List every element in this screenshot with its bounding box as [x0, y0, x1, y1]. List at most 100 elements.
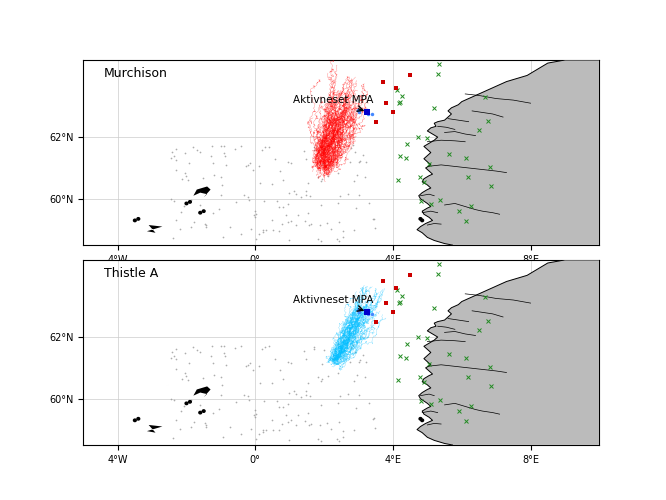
- Point: [364, 199, 374, 207]
- Point: [183, 176, 194, 184]
- Point: [333, 218, 344, 226]
- Circle shape: [421, 419, 424, 422]
- Point: [335, 392, 346, 400]
- Point: [255, 180, 266, 188]
- Point: [292, 211, 303, 219]
- Point: [360, 358, 371, 366]
- Point: [213, 204, 224, 212]
- Point: [316, 436, 327, 444]
- Point: [309, 142, 320, 150]
- Point: [368, 214, 379, 222]
- Point: [166, 148, 177, 156]
- Point: [201, 220, 212, 228]
- Point: [284, 436, 294, 444]
- Point: [194, 148, 205, 156]
- Point: [322, 372, 333, 380]
- Point: [332, 140, 343, 148]
- Point: [167, 234, 178, 242]
- Point: [175, 426, 186, 434]
- Circle shape: [421, 219, 424, 222]
- Point: [169, 152, 180, 160]
- Point: [342, 390, 353, 398]
- Point: [170, 156, 181, 164]
- Point: [276, 220, 287, 228]
- Point: [278, 403, 288, 411]
- Point: [338, 427, 348, 435]
- Point: [300, 416, 311, 424]
- Point: [300, 217, 311, 225]
- Polygon shape: [193, 386, 210, 397]
- Point: [188, 418, 199, 426]
- Point: [258, 428, 268, 436]
- Point: [368, 414, 379, 422]
- Point: [355, 156, 366, 164]
- Polygon shape: [147, 425, 163, 432]
- Point: [241, 162, 252, 170]
- Point: [360, 373, 370, 381]
- Point: [358, 352, 369, 360]
- Point: [354, 358, 364, 366]
- Point: [258, 426, 268, 434]
- Point: [283, 358, 294, 366]
- Circle shape: [188, 400, 191, 403]
- Point: [208, 370, 219, 378]
- Polygon shape: [147, 225, 163, 233]
- Point: [322, 172, 333, 180]
- Point: [358, 152, 369, 160]
- Point: [184, 358, 194, 366]
- Point: [263, 342, 274, 350]
- Point: [322, 419, 332, 427]
- Point: [206, 142, 217, 150]
- Point: [260, 426, 271, 434]
- Point: [219, 342, 230, 350]
- Point: [180, 372, 191, 380]
- Point: [370, 424, 381, 432]
- Point: [213, 404, 224, 412]
- Point: [272, 198, 282, 205]
- Point: [344, 158, 355, 166]
- Point: [230, 144, 240, 152]
- Polygon shape: [417, 60, 599, 245]
- Point: [267, 226, 278, 234]
- Point: [251, 435, 262, 443]
- Point: [352, 371, 362, 379]
- Point: [286, 216, 297, 224]
- Point: [254, 362, 264, 370]
- Point: [176, 176, 187, 184]
- Point: [246, 425, 256, 433]
- Point: [245, 359, 256, 367]
- Point: [171, 345, 182, 353]
- Point: [289, 187, 300, 195]
- Polygon shape: [166, 184, 172, 186]
- Point: [286, 159, 296, 167]
- Point: [354, 158, 364, 166]
- Point: [218, 149, 229, 157]
- Point: [272, 397, 282, 405]
- Text: Aktivneset MPA: Aktivneset MPA: [293, 295, 374, 311]
- Point: [301, 387, 312, 395]
- Circle shape: [137, 418, 140, 420]
- Point: [284, 389, 294, 397]
- Point: [274, 203, 284, 211]
- Point: [241, 362, 252, 370]
- Point: [267, 216, 278, 224]
- Point: [217, 181, 228, 189]
- Point: [166, 354, 176, 362]
- Point: [245, 159, 256, 167]
- Point: [304, 421, 314, 429]
- Point: [255, 379, 266, 387]
- Point: [230, 198, 241, 206]
- Point: [242, 392, 253, 400]
- Point: [301, 187, 312, 195]
- Point: [283, 418, 294, 426]
- Point: [225, 224, 236, 232]
- Point: [349, 376, 360, 384]
- Point: [216, 191, 226, 199]
- Point: [283, 400, 294, 408]
- Point: [238, 392, 249, 400]
- Point: [335, 192, 346, 200]
- Circle shape: [419, 218, 422, 220]
- Point: [338, 432, 348, 440]
- Point: [259, 143, 270, 151]
- Point: [180, 169, 190, 177]
